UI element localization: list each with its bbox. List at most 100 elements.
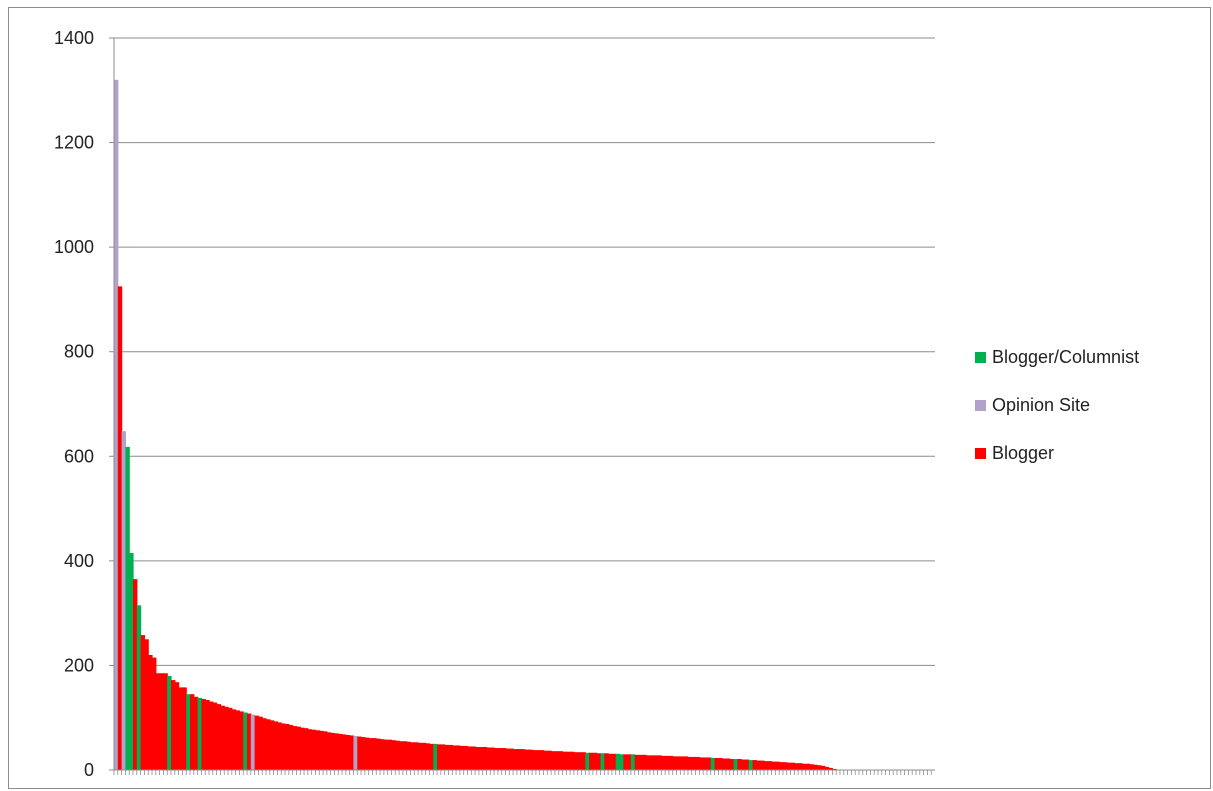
bar — [612, 754, 616, 770]
bar — [388, 740, 392, 770]
bar — [186, 694, 190, 770]
bar — [772, 762, 776, 770]
bar — [471, 746, 475, 770]
bar — [578, 752, 582, 770]
bar — [753, 760, 757, 770]
bar — [532, 750, 536, 770]
bar — [334, 733, 338, 770]
bar — [213, 703, 217, 770]
bar — [399, 741, 403, 770]
bar — [616, 754, 620, 770]
bar — [601, 753, 605, 770]
bar — [433, 744, 437, 770]
bar — [160, 673, 164, 770]
bar — [448, 745, 452, 770]
bar — [304, 728, 308, 770]
bar — [395, 741, 399, 770]
y-tick-label: 1000 — [54, 237, 94, 257]
bar — [737, 759, 741, 770]
bar — [741, 760, 745, 770]
bar — [220, 706, 224, 770]
bar — [574, 752, 578, 770]
bar — [779, 762, 783, 770]
bar — [726, 759, 730, 771]
y-tick-labels: 0 200 400 600 800 1000 1200 1400 — [54, 28, 114, 780]
bar — [764, 761, 768, 770]
bar — [787, 763, 791, 770]
bar — [422, 743, 426, 770]
bar — [673, 756, 677, 770]
bar — [722, 759, 726, 771]
x-tick-marks — [114, 770, 931, 775]
bar — [688, 757, 692, 770]
bar — [243, 712, 247, 770]
bar — [821, 766, 825, 770]
legend-item-blogger-columnist: Blogger/Columnist — [975, 345, 1139, 369]
bar — [319, 731, 323, 770]
bar — [490, 748, 494, 770]
y-tick-label: 0 — [84, 760, 94, 780]
bar — [456, 745, 460, 770]
bar — [570, 752, 574, 770]
bar — [555, 751, 559, 770]
bar — [239, 711, 243, 770]
bar — [798, 763, 802, 770]
bar — [551, 751, 555, 770]
legend: Blogger/Columnist Opinion Site Blogger — [975, 345, 1139, 489]
bar — [813, 765, 817, 770]
bar — [429, 744, 433, 770]
bar — [715, 758, 719, 770]
axes — [114, 38, 935, 770]
bar — [635, 755, 639, 770]
legend-item-opinion-site: Opinion Site — [975, 393, 1139, 417]
bar — [806, 764, 810, 770]
bar — [217, 704, 221, 770]
bar — [312, 730, 316, 770]
bar — [369, 738, 373, 770]
legend-item-blogger: Blogger — [975, 441, 1139, 465]
bars — [114, 80, 841, 770]
bar — [418, 743, 422, 770]
bar — [775, 762, 779, 770]
bar — [331, 733, 335, 770]
bar — [380, 739, 384, 770]
bar — [563, 752, 567, 770]
y-tick-label: 200 — [64, 655, 94, 675]
bar — [639, 755, 643, 770]
bar — [669, 756, 673, 770]
bar — [559, 751, 563, 770]
bar — [376, 739, 380, 770]
bar — [593, 753, 597, 770]
bar — [391, 740, 395, 770]
bar — [205, 700, 209, 770]
bar — [513, 749, 517, 770]
bar — [274, 721, 278, 770]
bar — [198, 698, 202, 770]
bar — [791, 763, 795, 770]
bar — [118, 286, 122, 770]
bar — [357, 737, 361, 770]
bar — [783, 762, 787, 770]
bar — [236, 710, 240, 770]
bar — [262, 718, 266, 770]
bar — [410, 742, 414, 770]
bar — [483, 747, 487, 770]
bar — [437, 744, 441, 770]
bar — [486, 748, 490, 770]
y-tick-label: 1400 — [54, 28, 94, 48]
bar — [608, 754, 612, 770]
bar — [384, 740, 388, 770]
bar — [707, 757, 711, 770]
y-tick-label: 800 — [64, 342, 94, 362]
bar — [323, 731, 327, 770]
bar — [760, 761, 764, 770]
bar — [251, 715, 255, 770]
bar — [794, 763, 798, 770]
bar — [308, 729, 312, 770]
bar — [475, 747, 479, 770]
bar — [517, 749, 521, 770]
bar — [114, 80, 118, 770]
bar — [460, 746, 464, 770]
legend-label: Opinion Site — [992, 395, 1090, 416]
bar — [623, 754, 627, 770]
